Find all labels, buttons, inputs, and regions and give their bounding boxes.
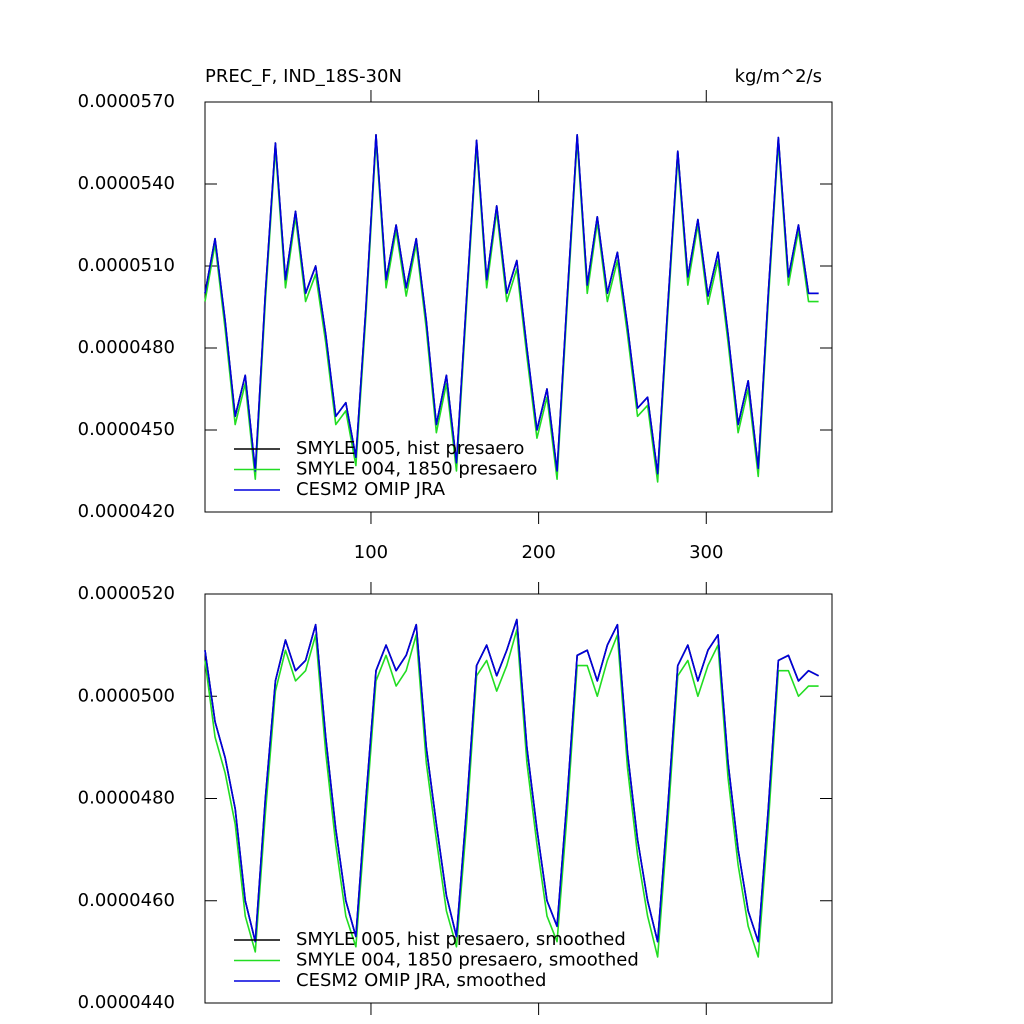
series-line [204, 139, 819, 483]
y-tick-label: 0.0000520 [78, 583, 175, 604]
legend-label: SMYLE 005, hist presaero, smoothed [296, 929, 626, 950]
series-line [204, 618, 819, 943]
y-tick-label: 0.0000460 [78, 890, 175, 911]
legend-label: SMYLE 004, 1850 presaero [296, 459, 537, 480]
y-tick-label: 0.0000510 [78, 255, 175, 276]
legend-label: SMYLE 004, 1850 presaero, smoothed [296, 950, 639, 971]
y-tick-label: 0.0000570 [78, 91, 175, 112]
series-line [204, 628, 819, 958]
series-line [204, 134, 819, 475]
y-tick-label: 0.0000480 [78, 337, 175, 358]
legend-label: SMYLE 005, hist presaero [296, 438, 524, 459]
plot-frame [204, 101, 833, 513]
units-label: kg/m^2/s [735, 66, 822, 87]
legend-label: CESM2 OMIP JRA [296, 479, 446, 500]
series-line [204, 134, 819, 475]
x-tick-label: 300 [689, 542, 723, 563]
y-tick-label: 0.0000500 [78, 685, 175, 706]
y-tick-label: 0.0000450 [78, 419, 175, 440]
legend-label: CESM2 OMIP JRA, smoothed [296, 970, 546, 991]
series-line [204, 618, 819, 943]
chart-title: PREC_F, IND_18S-30N [205, 66, 402, 87]
y-tick-label: 0.0000420 [78, 501, 175, 522]
x-tick-label: 200 [521, 542, 555, 563]
x-tick-label: 100 [354, 542, 388, 563]
y-tick-label: 0.0000480 [78, 788, 175, 809]
y-tick-label: 0.0000540 [78, 173, 175, 194]
y-tick-label: 0.0000440 [78, 992, 175, 1013]
